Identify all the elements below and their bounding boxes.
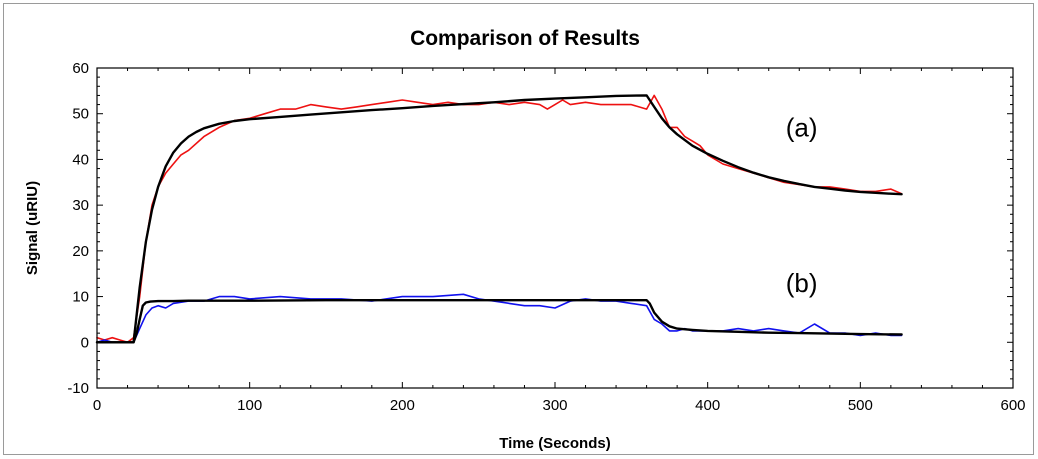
series-line-3	[95, 94, 903, 344]
y-tick-label: 10	[72, 289, 89, 306]
series-line-4	[95, 299, 903, 344]
annotations: (a) (b)	[786, 112, 818, 297]
x-tick-label: 0	[93, 397, 101, 414]
annotation-label-1: (a)	[786, 112, 818, 142]
y-tick-label: 20	[72, 243, 89, 260]
x-tick-label: 300	[542, 397, 567, 414]
series-line-1	[96, 94, 903, 344]
series-line-2	[96, 293, 903, 344]
y-tick-label: 50	[72, 106, 89, 123]
annotation-label-2: (b)	[786, 268, 818, 298]
y-tick-label: 60	[72, 60, 89, 77]
y-tick-label: 0	[81, 334, 89, 351]
x-tick-label: 400	[695, 397, 720, 414]
x-tick-label: 200	[390, 397, 415, 414]
y-tick-label: -10	[67, 380, 89, 397]
x-tick-label: 100	[237, 397, 262, 414]
y-axis-title: Signal (uRIU)	[24, 181, 41, 275]
y-tick-label: 30	[72, 197, 89, 214]
x-tick-label: 500	[848, 397, 873, 414]
y-tick-label: 40	[72, 151, 89, 168]
chart-frame	[3, 3, 1034, 455]
plot-area	[96, 67, 1014, 389]
series-layer	[95, 94, 903, 344]
x-axis-title: Time (Seconds)	[499, 435, 610, 452]
x-tick-label: 600	[1000, 397, 1025, 414]
chart-title: Comparison of Results	[410, 27, 640, 50]
